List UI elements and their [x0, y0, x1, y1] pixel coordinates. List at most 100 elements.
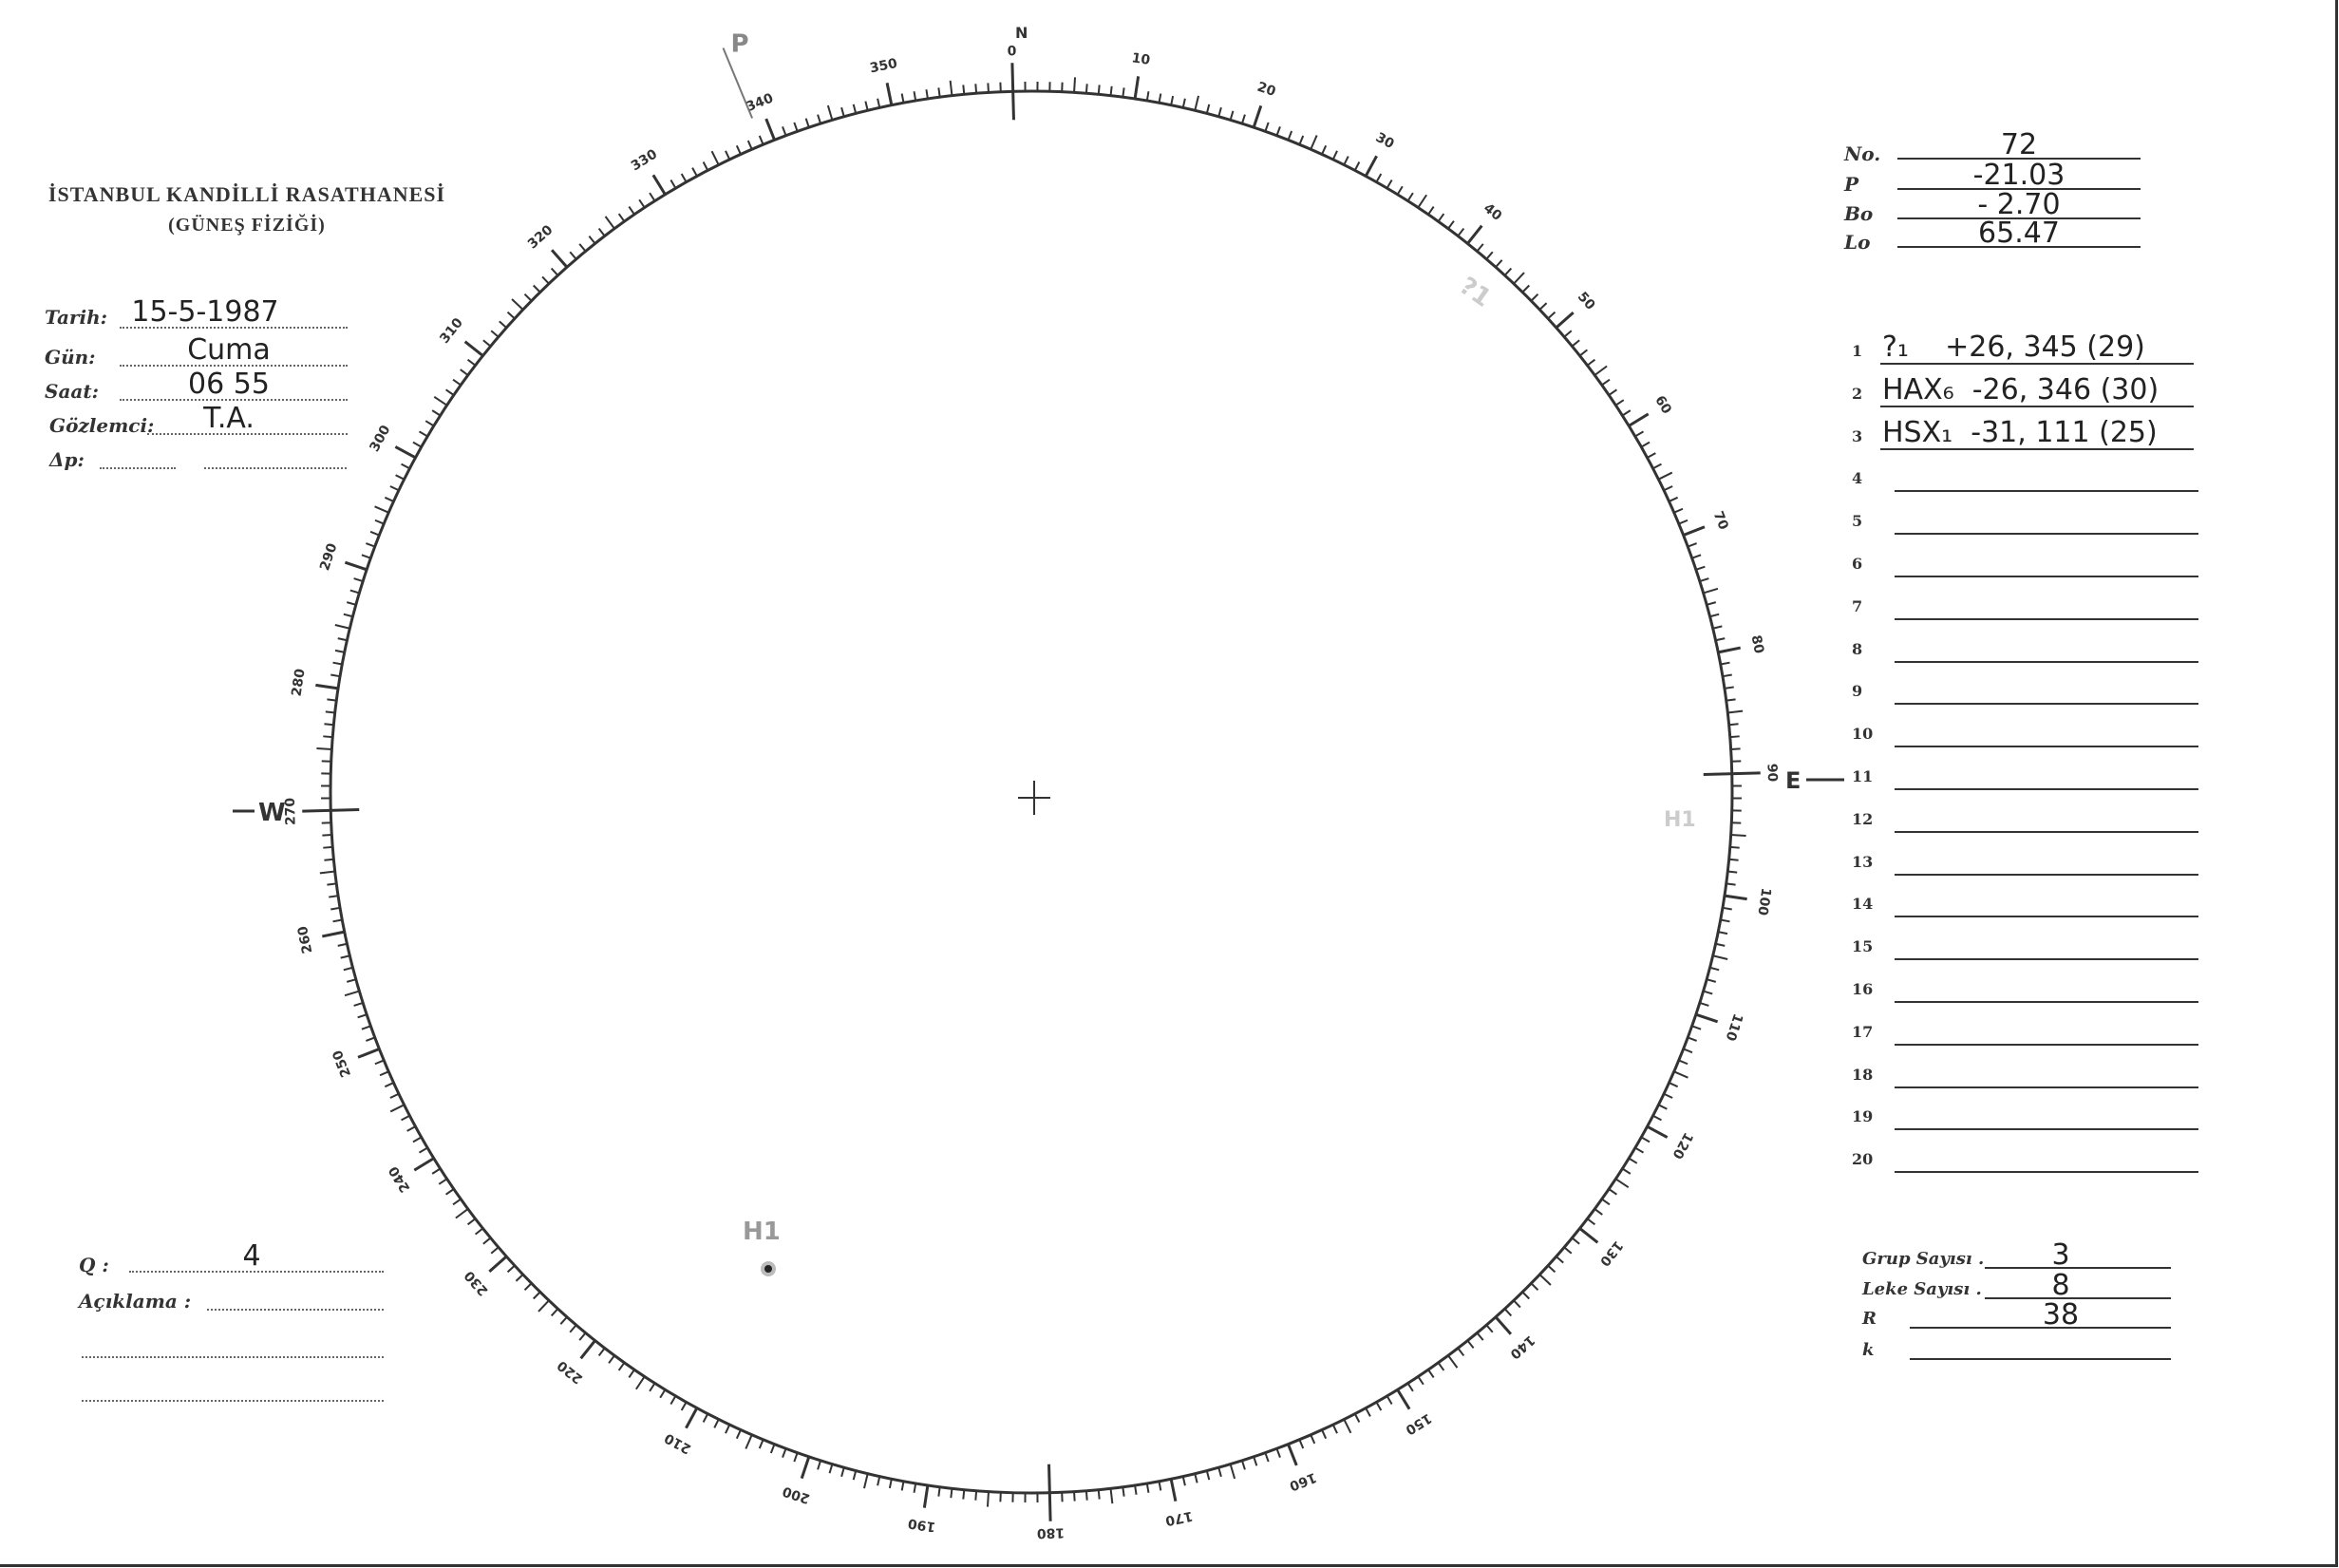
degree-tick [1437, 213, 1445, 222]
description-line-3[interactable] [82, 1400, 384, 1402]
degree-tick [1205, 1470, 1211, 1481]
p-value[interactable]: -21.03 [1972, 159, 2065, 192]
degree-tick [1628, 1157, 1638, 1164]
degree-label-200: 200 [781, 1483, 812, 1506]
date-value[interactable]: 15-5-1987 [131, 295, 279, 329]
degree-tick [327, 882, 337, 886]
r-value[interactable]: 38 [2042, 1298, 2080, 1332]
group-count-line [1985, 1267, 2171, 1269]
degree-tick [1724, 894, 1747, 901]
degree-tick [538, 1299, 550, 1313]
degree-tick [353, 577, 364, 583]
no-value[interactable]: 72 [2000, 128, 2038, 161]
degree-tick [1194, 1473, 1198, 1483]
degree-tick [325, 710, 335, 714]
degree-tick [651, 174, 667, 196]
degree-tick [649, 1382, 656, 1392]
degree-tick [1010, 63, 1015, 121]
degree-tick [1669, 496, 1679, 502]
degree-tick [394, 445, 417, 460]
bo-value[interactable]: - 2.70 [1977, 188, 2061, 221]
degree-tick [1396, 1389, 1411, 1410]
group-row-value[interactable]: HAX₆ -26, 346 (30) [1882, 372, 2160, 406]
degree-tick [1331, 150, 1338, 161]
degree-tick [319, 870, 335, 875]
degree-tick [1712, 625, 1723, 630]
degree-tick [1703, 771, 1761, 776]
degree-tick [324, 723, 334, 727]
degree-tick [1287, 1444, 1298, 1466]
group-row-line [1895, 1086, 2198, 1088]
degree-tick [302, 808, 360, 813]
q-label: Q : [79, 1254, 109, 1276]
degree-tick [1495, 259, 1503, 268]
degree-tick [840, 106, 845, 118]
degree-tick [1396, 185, 1404, 196]
time-value[interactable]: 06 55 [188, 368, 270, 401]
degree-tick [357, 1048, 380, 1059]
degree-tick [1563, 330, 1573, 338]
degree-tick [1253, 1456, 1258, 1466]
degree-tick [1614, 1178, 1630, 1188]
east-label: E [1785, 767, 1801, 794]
degree-tick [344, 560, 368, 572]
degree-tick [840, 1466, 845, 1478]
degree-tick [379, 1070, 389, 1077]
degree-label-0: 0 [1007, 44, 1016, 59]
degree-tick [523, 1282, 533, 1291]
degree-tick [1530, 293, 1539, 302]
sunspot-h1-umbra[interactable] [764, 1265, 772, 1273]
group-row-number: 7 [1852, 596, 1863, 615]
degree-tick [900, 1481, 905, 1491]
degree-tick [746, 140, 753, 150]
bo-line [1897, 217, 2141, 219]
q-value[interactable]: 4 [242, 1239, 261, 1273]
description-line-2[interactable] [82, 1356, 384, 1358]
degree-tick [864, 101, 869, 111]
degree-label-290: 290 [317, 541, 341, 573]
day-value[interactable]: Cuma [187, 333, 271, 367]
degree-tick [444, 388, 455, 396]
group-row-value[interactable]: HSX₁ -31, 111 (25) [1882, 415, 2158, 449]
degree-tick [444, 1188, 455, 1196]
group-row-number: 3 [1852, 426, 1863, 445]
degree-tick [1085, 1490, 1088, 1501]
degree-tick [366, 1036, 376, 1042]
degree-tick [511, 298, 524, 311]
degree-tick [330, 906, 341, 911]
degree-label-140: 140 [1506, 1332, 1537, 1363]
degree-tick [949, 80, 953, 96]
degree-tick [353, 1001, 364, 1007]
group-count-value[interactable]: 3 [2051, 1238, 2070, 1272]
degree-tick [343, 613, 353, 618]
degree-tick [1134, 1484, 1138, 1495]
degree-tick [401, 463, 410, 470]
degree-tick [1678, 519, 1688, 525]
solar-limb-circle [329, 89, 1734, 1495]
lo-value[interactable]: 65.47 [1978, 217, 2060, 250]
degree-tick [455, 1208, 469, 1219]
degree-tick [1695, 1012, 1719, 1024]
degree-tick [424, 420, 435, 427]
degree-tick [1476, 1332, 1484, 1341]
group-row-line [1895, 916, 2198, 918]
description-line-1[interactable] [207, 1309, 384, 1311]
group-row-value[interactable]: ?₁ +26, 345 (29) [1882, 331, 2145, 364]
degree-tick [1709, 966, 1720, 972]
degree-tick [1634, 430, 1645, 438]
group-row-line [1895, 1171, 2198, 1174]
observer-value[interactable]: T.A. [203, 402, 255, 435]
spot-count-value[interactable]: 8 [2051, 1269, 2070, 1302]
group-row-number: 18 [1852, 1065, 1874, 1084]
degree-tick [1485, 1324, 1494, 1333]
degree-tick [1717, 931, 1728, 935]
degree-tick [1466, 224, 1483, 245]
degree-tick [1663, 1092, 1673, 1099]
degree-tick [1427, 205, 1435, 216]
degree-tick [617, 213, 626, 222]
degree-tick [1406, 192, 1414, 202]
group-row-number: 5 [1852, 512, 1863, 531]
p-marker-label: P [730, 30, 748, 59]
degree-tick [1122, 1486, 1125, 1497]
